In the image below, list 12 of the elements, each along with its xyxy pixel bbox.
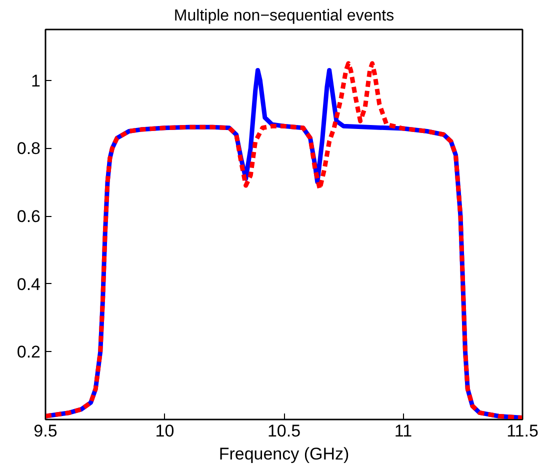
x-axis-title: Frequency (GHz)	[218, 444, 350, 464]
y-tick-label: 0.8	[16, 139, 41, 158]
y-tick-label: 0.6	[16, 207, 41, 226]
y-tick-label: 0.4	[16, 274, 41, 294]
x-tick-label: 11.5	[506, 422, 538, 440]
y-tick-label: 1	[31, 71, 41, 90]
chart-title: Multiple non−sequential events	[174, 8, 394, 24]
x-tick-label: 11	[394, 422, 412, 440]
x-tick-label: 9.5	[34, 422, 58, 440]
x-tick-label: 10.5	[267, 422, 301, 440]
y-tick-label: 0.2	[16, 342, 41, 362]
x-tick-label: 10	[155, 422, 174, 440]
